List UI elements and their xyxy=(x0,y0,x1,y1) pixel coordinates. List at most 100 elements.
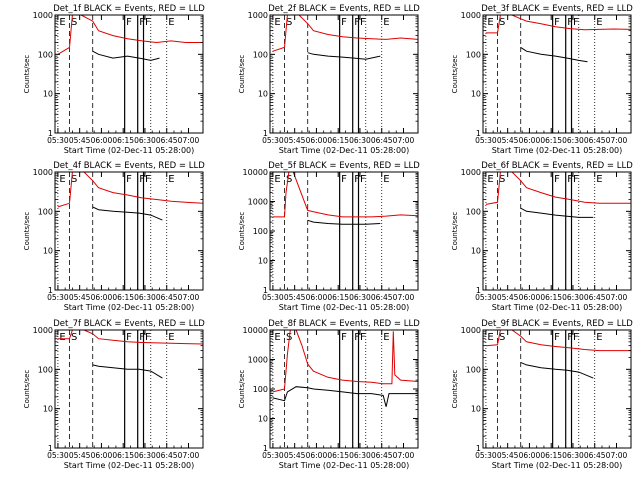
y-tick-label: 10 xyxy=(43,405,53,414)
y-tick-label: 100 xyxy=(38,207,53,216)
y-axis-label: Counts/sec xyxy=(451,55,459,94)
y-tick-label: 1000 xyxy=(33,326,53,335)
y-tick-label: 1000 xyxy=(461,168,481,177)
x-axis-label: Start Time (02-Dec-11 05:28:00) xyxy=(492,146,623,155)
event-marker-label: F xyxy=(139,174,145,185)
event-marker-label: E xyxy=(383,17,389,28)
x-tick-label: 06:30 xyxy=(349,451,371,460)
x-axis-label: Start Time (02-Dec-11 05:28:00) xyxy=(64,303,195,312)
y-tick-label: 100 xyxy=(38,50,53,59)
x-tick-label: 06:45 xyxy=(584,136,606,145)
y-axis-label: Counts/sec xyxy=(451,212,459,251)
x-tick-label: 06:30 xyxy=(562,136,584,145)
y-tick-label: 1 xyxy=(263,286,268,295)
x-tick-label: 06:00 xyxy=(91,451,113,460)
event-marker-label: E xyxy=(487,174,493,185)
x-tick-label: 06:45 xyxy=(156,293,178,302)
x-tick-label: 07:00 xyxy=(393,136,415,145)
event-marker-label: E xyxy=(596,174,602,185)
y-tick-label: 10000 xyxy=(243,326,268,335)
y-tick-label: 1 xyxy=(48,129,53,138)
x-tick-label: 06:30 xyxy=(562,451,584,460)
event-marker-label: S xyxy=(499,174,505,185)
x-tick-label: 05:30 xyxy=(47,136,69,145)
x-tick-label: 07:00 xyxy=(178,293,200,302)
event-marker-label: S xyxy=(71,17,77,28)
event-marker-label: E xyxy=(274,17,280,28)
event-marker-label: F xyxy=(567,332,573,343)
plot-frame xyxy=(54,171,204,291)
chart-title: Det_5f BLACK = Events, RED = LLD xyxy=(268,161,420,171)
chart-title: Det_1f BLACK = Events, RED = LLD xyxy=(53,4,205,14)
event-marker-label: F xyxy=(354,332,360,343)
event-marker-label: F xyxy=(567,17,573,28)
y-tick-label: 10 xyxy=(258,90,268,99)
y-tick-label: 10 xyxy=(258,257,268,266)
y-axis-label: Counts/sec xyxy=(23,370,31,409)
x-tick-label: 06:45 xyxy=(584,293,606,302)
x-tick-label: 06:15 xyxy=(327,451,349,460)
x-tick-label: 06:15 xyxy=(112,136,134,145)
x-tick-label: 06:00 xyxy=(306,136,328,145)
series-line-events xyxy=(272,386,418,407)
y-tick-label: 10000 xyxy=(243,168,268,177)
event-marker-label: E xyxy=(487,332,493,343)
y-tick-label: 10 xyxy=(43,90,53,99)
event-marker-label: F xyxy=(573,17,579,28)
x-tick-label: 05:45 xyxy=(497,293,519,302)
event-marker-label: F xyxy=(126,17,132,28)
x-tick-label: 06:00 xyxy=(519,451,541,460)
chart-title: Det_6f BLACK = Events, RED = LLD xyxy=(481,161,633,171)
x-tick-label: 07:00 xyxy=(606,293,628,302)
y-tick-label: 10 xyxy=(258,415,268,424)
x-tick-label: 05:30 xyxy=(262,136,284,145)
series-line-lld xyxy=(485,172,631,205)
series-line-events xyxy=(520,46,588,63)
x-tick-label: 05:45 xyxy=(69,293,91,302)
event-marker-label: E xyxy=(596,332,602,343)
y-tick-label: 1 xyxy=(48,286,53,295)
x-tick-label: 05:45 xyxy=(497,136,519,145)
event-marker-label: S xyxy=(499,17,505,28)
y-tick-label: 100 xyxy=(466,207,481,216)
x-tick-label: 06:00 xyxy=(519,293,541,302)
chart-title: Det_3f BLACK = Events, RED = LLD xyxy=(481,4,633,14)
x-tick-label: 06:45 xyxy=(156,136,178,145)
y-tick-label: 10 xyxy=(43,247,53,256)
y-tick-label: 100 xyxy=(466,50,481,59)
event-marker-label: S xyxy=(71,174,77,185)
x-tick-label: 06:00 xyxy=(91,136,113,145)
series-line-events xyxy=(92,206,163,221)
x-tick-label: 05:30 xyxy=(47,293,69,302)
event-marker-label: F xyxy=(341,332,347,343)
y-tick-label: 1 xyxy=(263,129,268,138)
x-tick-label: 06:30 xyxy=(134,451,156,460)
x-tick-label: 06:30 xyxy=(134,293,156,302)
x-tick-label: 05:30 xyxy=(475,293,497,302)
y-tick-label: 1000 xyxy=(248,198,268,207)
series-line-events xyxy=(92,50,160,61)
plot-frame xyxy=(269,171,419,291)
y-tick-label: 1000 xyxy=(33,11,53,20)
chart-title: Det_2f BLACK = Events, RED = LLD xyxy=(268,4,420,14)
x-tick-label: 06:45 xyxy=(371,136,393,145)
y-axis-label: Counts/sec xyxy=(23,212,31,251)
x-tick-label: 06:00 xyxy=(519,136,541,145)
series-line-lld xyxy=(57,172,203,208)
x-tick-label: 05:45 xyxy=(284,451,306,460)
x-tick-label: 06:15 xyxy=(112,451,134,460)
event-marker-label: E xyxy=(596,17,602,28)
series-line-events xyxy=(307,219,381,225)
x-axis-label: Start Time (02-Dec-11 05:28:00) xyxy=(279,146,410,155)
event-marker-label: F xyxy=(554,174,560,185)
series-line-events xyxy=(520,207,594,218)
y-tick-label: 1000 xyxy=(461,326,481,335)
x-axis-label: Start Time (02-Dec-11 05:28:00) xyxy=(279,461,410,470)
event-marker-label: F xyxy=(573,174,579,185)
x-axis-label: Start Time (02-Dec-11 05:28:00) xyxy=(492,303,623,312)
event-marker-label: F xyxy=(126,332,132,343)
x-tick-label: 05:45 xyxy=(284,136,306,145)
